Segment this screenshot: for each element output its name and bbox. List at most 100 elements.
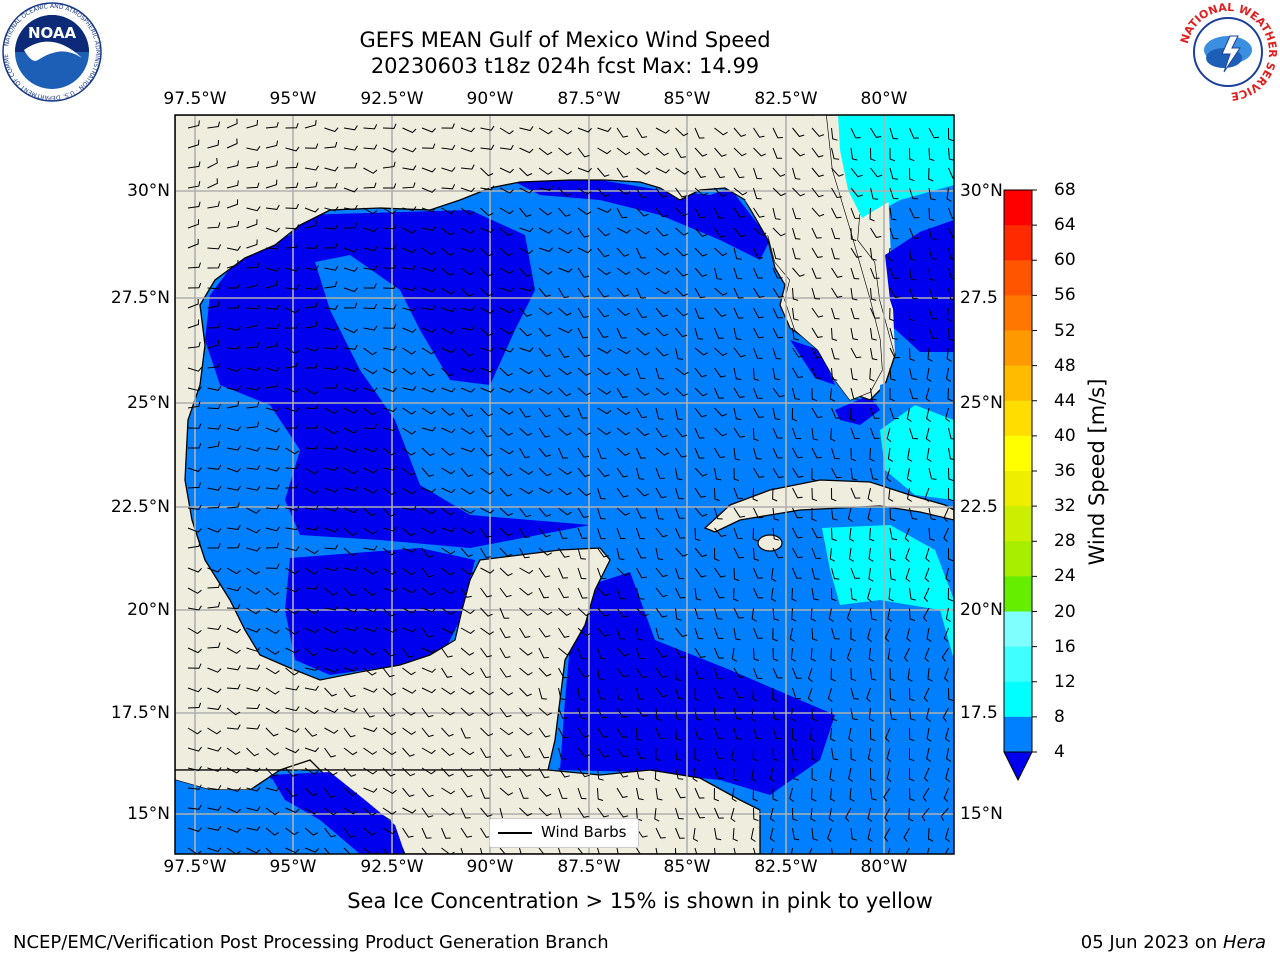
colorbar-tick-label: 68 — [1054, 180, 1076, 200]
wind-barb — [343, 827, 356, 838]
noaa-logo: NOAA NATIONAL OCEANIC AND ATMOSPHERIC AD… — [2, 2, 102, 102]
wind-barb — [499, 847, 506, 854]
wind-barb — [207, 642, 221, 649]
wind-barb — [480, 427, 493, 438]
wind-barb — [714, 827, 722, 841]
wind-barb — [187, 120, 200, 129]
wind-barb — [382, 123, 397, 129]
wind-barb — [421, 687, 436, 694]
wind-barb — [675, 727, 682, 741]
wind-barb — [772, 727, 782, 740]
wind-barb — [519, 147, 534, 154]
wind-barb — [772, 547, 784, 559]
wind-barb — [304, 487, 319, 495]
wind-barb — [558, 187, 572, 197]
wind-barb — [831, 247, 840, 260]
wind-barb — [733, 447, 741, 461]
wind-barb — [460, 147, 475, 153]
wind-barb — [733, 467, 740, 482]
wind-barb — [636, 207, 649, 217]
wind-barb — [538, 807, 552, 817]
colorbar-segment — [1004, 435, 1032, 472]
wind-barb — [889, 367, 896, 381]
wind-barb — [304, 547, 319, 555]
wind-barb — [441, 167, 456, 172]
wind-barb — [382, 487, 397, 496]
wind-barb — [811, 427, 819, 441]
wind-barb — [207, 624, 222, 631]
wind-barb — [577, 367, 591, 376]
wind-barb — [499, 167, 514, 174]
wind-barb — [480, 687, 494, 696]
wind-barb — [285, 387, 300, 393]
wind-barb — [597, 287, 609, 298]
wind-barb — [441, 527, 456, 533]
wind-barb — [187, 746, 202, 752]
wind-barb — [927, 827, 934, 842]
wind-barb — [772, 507, 780, 521]
wind-barb — [948, 247, 954, 260]
wind-barb — [889, 407, 899, 419]
wind-barb — [402, 627, 417, 633]
wind-barb — [831, 467, 842, 479]
wind-barb — [808, 847, 813, 854]
wind-barb — [226, 707, 241, 716]
wind-barb — [850, 827, 858, 841]
colorbar-segment — [1004, 471, 1032, 507]
wind-barb — [285, 847, 300, 854]
wind-barb — [850, 747, 857, 762]
wind-barb — [187, 687, 202, 693]
wind-barb — [246, 806, 261, 812]
wind-barb — [751, 607, 757, 622]
cuba — [703, 479, 954, 533]
wind-barb — [480, 527, 492, 538]
colorbar-tick-label: 8 — [1054, 706, 1065, 727]
wind-barb — [285, 224, 300, 230]
lon-label-top: 80°W — [860, 89, 908, 109]
colorbar-segment — [1004, 225, 1032, 261]
wind-barb — [792, 567, 802, 579]
wind-barb — [772, 347, 782, 360]
wind-barb — [304, 243, 319, 249]
wind-barb — [285, 266, 300, 272]
lon-label-top: 82.5°W — [754, 89, 818, 109]
wind-barb — [889, 307, 895, 322]
wind-barb — [655, 167, 670, 174]
wind-barb — [616, 807, 629, 818]
wind-barb — [265, 427, 280, 433]
wind-barb — [811, 367, 822, 379]
wind-barb — [343, 787, 358, 796]
wind-barb — [304, 747, 319, 753]
wind-barb — [265, 160, 278, 169]
wind-barb — [675, 707, 683, 721]
wind-barb — [714, 227, 726, 238]
wind-barb — [519, 787, 529, 799]
wind-barb — [187, 319, 200, 329]
wind-barb — [363, 847, 377, 854]
wind-barb — [519, 447, 530, 459]
wind-barb — [363, 527, 378, 535]
wind-barb — [909, 207, 920, 219]
wind-barb — [636, 667, 648, 679]
wind-barb — [850, 467, 858, 481]
caribbean-ocean — [760, 800, 954, 854]
wind-barb — [382, 323, 397, 329]
wind-barb — [382, 244, 397, 250]
wind-barb — [538, 607, 553, 616]
wind-barb — [850, 687, 859, 700]
wind-barb — [869, 367, 875, 382]
wind-barb — [675, 487, 684, 500]
wind-barb — [246, 507, 261, 514]
lat-label-left: 30°N — [127, 181, 170, 201]
wind-barb — [460, 267, 475, 276]
wind-barb — [246, 485, 261, 491]
wind-barb — [849, 407, 856, 422]
wind-barb — [460, 467, 473, 477]
wind-barb — [460, 427, 475, 435]
wind-barb — [909, 367, 917, 380]
wind-barb — [753, 507, 764, 519]
wind-barb — [441, 507, 455, 516]
wind-barb — [733, 167, 745, 179]
wind-barb — [226, 283, 241, 289]
wind-barb — [265, 727, 279, 737]
